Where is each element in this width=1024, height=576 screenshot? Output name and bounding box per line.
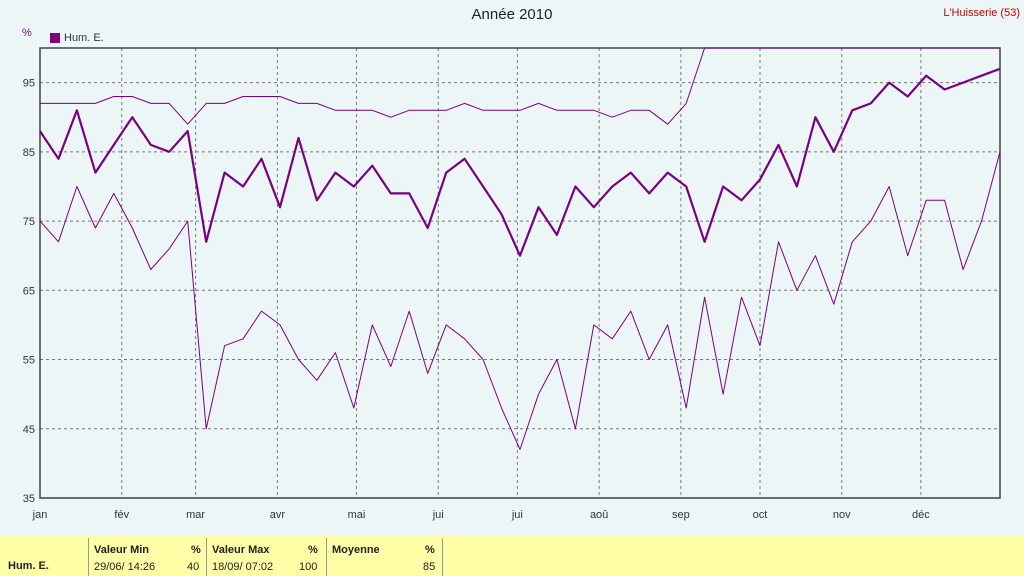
x-tick-label: déc xyxy=(912,509,930,521)
stats-min-label: Valeur Min xyxy=(94,544,150,556)
x-tick-label: mar xyxy=(186,509,205,521)
stats-max-value: 100 xyxy=(299,561,318,573)
y-tick-label: 65 xyxy=(23,285,35,297)
y-tick-label: 55 xyxy=(23,355,35,367)
stats-row-label: Hum. E. xyxy=(8,560,49,572)
series-line-daily-min xyxy=(39,151,1001,450)
stats-min-cell: Valeur Min % 29/06/ 14:26 40 xyxy=(88,538,205,576)
x-tick-label: oct xyxy=(753,509,768,521)
stats-max-when: 18/09/ 07:02 xyxy=(212,561,274,573)
plot-frame xyxy=(39,47,1001,499)
chart-title: Année 2010 xyxy=(471,6,553,23)
y-tick-label: 95 xyxy=(23,78,35,90)
x-tick-label: jui xyxy=(511,509,523,521)
stats-bar: Hum. E. Valeur Min % 29/06/ 14:26 40 Val… xyxy=(0,536,1024,576)
stats-min-value: 40 xyxy=(187,561,200,573)
x-tick-label: sep xyxy=(672,509,690,521)
x-tick-label: fév xyxy=(114,509,129,521)
chart-svg: 35 45 55 65 75 85 95 jan fév mar avr mai jui jui aoû se… xyxy=(23,47,1001,521)
stats-min-when: 29/06/ 14:26 xyxy=(94,561,156,573)
y-tick-label: 45 xyxy=(23,424,35,436)
stats-max-label: Valeur Max xyxy=(212,544,270,556)
legend-swatch xyxy=(50,33,60,43)
x-tick-label: aoû xyxy=(590,509,608,521)
stats-max-unit: % xyxy=(308,544,318,556)
x-tick-label: avr xyxy=(270,509,286,521)
y-tick-label: 75 xyxy=(23,216,35,228)
stats-avg-cell: Moyenne % 85 xyxy=(326,538,441,576)
x-tick-label: jan xyxy=(32,509,48,521)
stats-divider xyxy=(442,538,443,576)
stats-avg-value: 85 xyxy=(423,561,436,573)
stats-avg-unit: % xyxy=(425,544,435,556)
y-axis-unit: % xyxy=(22,27,32,39)
y-tick-label: 85 xyxy=(23,147,35,159)
legend[interactable]: Hum. E. xyxy=(50,32,104,44)
x-tick-label: mai xyxy=(348,509,366,521)
legend-label: Hum. E. xyxy=(64,32,104,44)
x-tick-label: nov xyxy=(833,509,851,521)
station-name: L'Huisserie (53) xyxy=(943,7,1020,19)
series-line-daily-max xyxy=(40,47,1000,125)
x-tick-label: jui xyxy=(432,509,444,521)
stats-avg-label: Moyenne xyxy=(332,544,380,556)
series-line-daily-mean xyxy=(39,67,1001,257)
stats-min-unit: % xyxy=(191,544,201,556)
y-tick-label: 35 xyxy=(23,493,35,505)
stats-max-cell: Valeur Max % 18/09/ 07:02 100 xyxy=(206,538,325,576)
